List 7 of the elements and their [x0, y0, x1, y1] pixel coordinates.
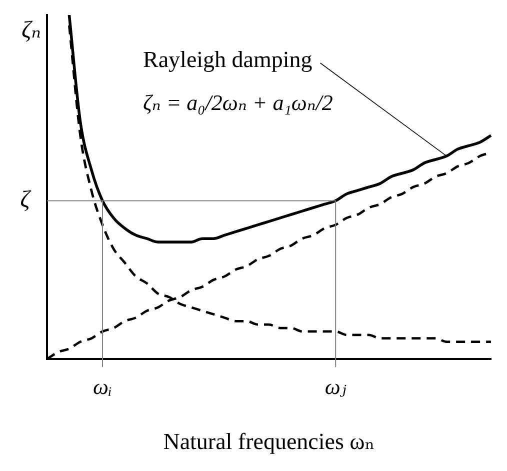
- y-axis-title: ζₙ: [22, 17, 41, 44]
- x-axis-title: Natural frequencies ωₙ: [163, 429, 375, 454]
- ref-line-label: ζ: [20, 187, 32, 214]
- x-tick-label: ωⱼ: [324, 374, 346, 399]
- text: Rayleigh damping: [143, 47, 313, 72]
- x-tick-label: ωᵢ: [92, 374, 112, 399]
- annotation: ζₙ = a₀/2ωₙ + a₁ωₙ/2: [143, 90, 333, 115]
